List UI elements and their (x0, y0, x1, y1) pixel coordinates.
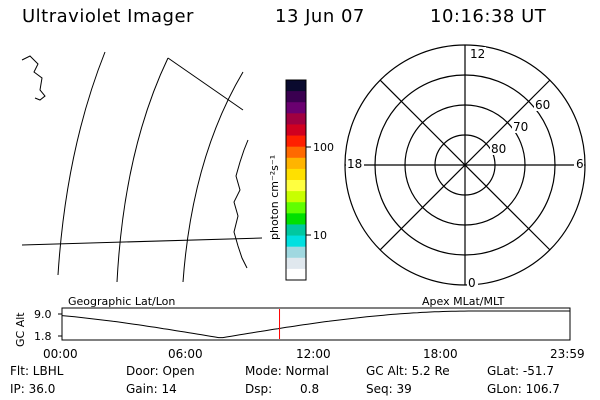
x-tick-label-1200: 12:00 (296, 347, 331, 361)
mlt-label-6: 6 (576, 157, 584, 171)
longitude-line (167, 57, 244, 111)
colorbar-cell (286, 213, 306, 226)
lat-label-80: 80 (491, 142, 506, 156)
colorbar-cell (286, 224, 306, 237)
colorbar-cell (286, 146, 306, 159)
colorbar-frame (285, 79, 307, 281)
colorbar-cell (286, 246, 306, 259)
mlt-label-18: 18 (347, 157, 362, 171)
status-gc-alt: GC Alt: 5.2 Re (366, 364, 450, 378)
colorbar-unit-label: photon cm⁻²s⁻¹ (268, 155, 281, 240)
lat-label-70: 70 (513, 120, 528, 134)
colorbar-cell (286, 191, 306, 203)
status-flt: Flt: LBHL (10, 364, 64, 378)
status-glat: GLat: -51.7 (487, 364, 554, 378)
colorbar-cell (286, 235, 306, 248)
status-seq: Seq: 39 (366, 382, 412, 396)
timeline-panel: Geographic Lat/Lon Apex MLat/MLT 9.0 1.8… (14, 295, 585, 361)
time-label: 10:16:38 UT (430, 6, 547, 27)
status-gain: Gain: 14 (126, 382, 177, 396)
status-ip: IP: 36.0 (10, 382, 56, 396)
colorbar-cell (286, 102, 306, 114)
colorbar-cell (286, 135, 306, 148)
colorbar-tick-label-10: 10 (313, 229, 327, 242)
y-tick-label-9: 9.0 (34, 308, 52, 321)
colorbar-cell (286, 124, 306, 137)
colorbar-cell (286, 91, 306, 103)
latitude-arc-middle (116, 57, 169, 283)
date-label: 13 Jun 07 (275, 6, 365, 27)
timeline-frame (61, 307, 571, 341)
colorbar-cell (286, 202, 306, 214)
geographic-map (21, 51, 263, 283)
status-dsp-value: 0.8 (300, 382, 320, 396)
latitude-arc-outer (182, 71, 244, 283)
colorbar-cell (286, 180, 306, 192)
mlt-label-0: 0 (468, 276, 476, 290)
timeline-right-title: Apex MLat/MLT (422, 295, 505, 308)
colorbar-cell (286, 168, 306, 181)
status-glon: GLon: 106.7 (487, 382, 560, 396)
timeline-left-title: Geographic Lat/Lon (68, 295, 175, 308)
x-tick-label-0600: 06:00 (168, 347, 203, 361)
x-tick-label-0000: 00:00 (43, 347, 78, 361)
y-tick-label-1-8: 1.8 (34, 330, 52, 343)
status-door: Door: Open (126, 364, 195, 378)
x-tick-label-1800: 18:00 (423, 347, 458, 361)
coastline-left (21, 55, 46, 101)
polar-diagonal-2 (379, 79, 551, 251)
coastline-right (233, 139, 249, 269)
status-mode: Mode: Normal (245, 364, 329, 378)
latitude-arc-inner (57, 51, 106, 276)
polar-plot (344, 44, 586, 286)
app-title: Ultraviolet Imager (22, 6, 194, 27)
lat-label-60: 60 (535, 98, 550, 112)
timeline-axis-label: GC Alt (14, 312, 27, 347)
colorbar-cell (286, 257, 306, 270)
colorbar-cell (286, 113, 306, 126)
colorbar: 100 10 photon cm⁻²s⁻¹ (268, 79, 334, 281)
equator-line (21, 237, 263, 246)
mlt-label-12: 12 (470, 47, 485, 61)
altitude-curve (61, 310, 570, 339)
status-dsp-label: Dsp: (245, 382, 273, 396)
colorbar-cell (286, 157, 306, 170)
colorbar-cell (286, 80, 306, 92)
colorbar-cell (286, 268, 306, 281)
colorbar-tick-label-100: 100 (313, 141, 334, 154)
polar-labels: 12 18 6 0 60 70 80 (346, 47, 584, 290)
x-tick-label-2359: 23:59 (550, 347, 585, 361)
